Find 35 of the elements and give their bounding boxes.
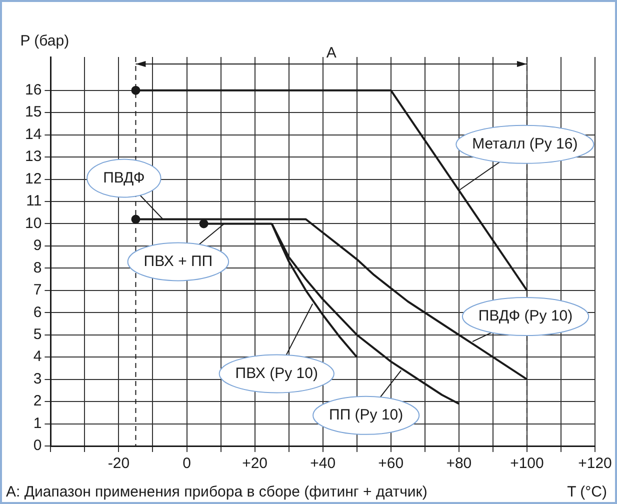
annotation: ПВДФ — [103, 169, 145, 186]
y-tick-label: 6 — [33, 304, 42, 321]
y-tick-label: 4 — [33, 348, 42, 366]
y-tick-label: 14 — [24, 126, 42, 143]
x-tick-label: +20 — [242, 455, 268, 472]
annotation: ПВХ (Ру 10) — [235, 364, 318, 382]
annotation: ПВХ + ПП — [144, 252, 213, 270]
x-tick-label: +60 — [378, 455, 404, 472]
annotation: A — [326, 44, 336, 62]
x-tick-label: 0 — [182, 455, 191, 472]
y-tick-label: 12 — [24, 170, 42, 188]
y-tick-label: 1 — [33, 414, 42, 432]
y-tick-label: 11 — [26, 192, 42, 210]
annotation: Металл (Ру 16) — [472, 136, 578, 153]
x-tick-label: -20 — [108, 455, 130, 472]
x-tick-label: +120 — [578, 455, 612, 472]
y-tick-label: 2 — [33, 392, 42, 410]
y-tick-label: 0 — [33, 437, 42, 454]
annotation: ПП (Ру 10) — [329, 406, 404, 424]
y-tick-label: 5 — [33, 326, 42, 343]
y-tick-label: 10 — [24, 214, 42, 232]
y-tick-label: 7 — [33, 282, 42, 299]
y-tick-label: 15 — [24, 104, 42, 121]
y-tick-label: 3 — [33, 370, 42, 388]
annotation: ПВДФ (Ру 10) — [478, 308, 573, 325]
y-tick-label: 9 — [33, 237, 42, 254]
x-axis-title: T (°C) — [567, 484, 607, 501]
y-axis-title: P (бар) — [20, 32, 70, 50]
y-tick-label: 8 — [33, 259, 42, 276]
x-tick-label: +80 — [446, 455, 472, 472]
y-tick-label: 13 — [24, 148, 42, 166]
text: A: Диапазон применения прибора в сборе (фитинг + датчик) — [6, 484, 428, 501]
x-tick-label: +40 — [310, 455, 336, 472]
x-tick-label: +100 — [510, 455, 544, 472]
y-tick-label: 16 — [24, 81, 42, 98]
